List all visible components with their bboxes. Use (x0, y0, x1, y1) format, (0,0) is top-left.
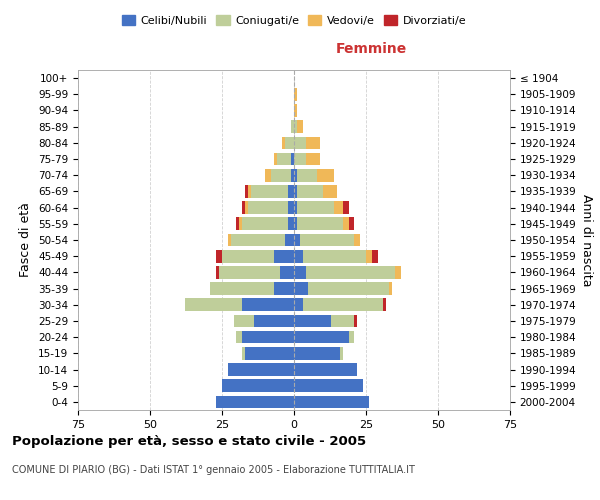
Bar (294, 331, 349, 344)
Bar (383, 298, 386, 311)
Bar (277, 152, 291, 166)
Bar (317, 169, 334, 181)
Bar (331, 314, 355, 328)
Bar (294, 266, 305, 278)
Bar (294, 202, 297, 214)
Text: Popolazione per età, sesso e stato civile - 2005: Popolazione per età, sesso e stato civil… (12, 435, 366, 448)
Bar (294, 169, 297, 181)
Bar (245, 185, 248, 198)
Bar (297, 185, 323, 198)
Bar (274, 250, 294, 262)
Bar (340, 347, 343, 360)
Bar (274, 152, 277, 166)
Bar (294, 234, 300, 246)
Bar (294, 250, 302, 262)
Bar (216, 396, 294, 408)
Bar (291, 120, 294, 133)
Bar (248, 185, 251, 198)
Bar (302, 250, 366, 262)
Bar (291, 152, 294, 166)
Bar (239, 218, 242, 230)
Bar (366, 250, 372, 262)
Bar (305, 136, 320, 149)
Bar (228, 234, 230, 246)
Bar (294, 347, 340, 360)
Bar (355, 234, 360, 246)
Bar (305, 266, 395, 278)
Text: Femmine: Femmine (336, 42, 407, 56)
Bar (389, 282, 392, 295)
Bar (294, 185, 297, 198)
Bar (334, 202, 343, 214)
Legend: Celibi/Nubili, Coniugati/e, Vedovi/e, Divorziati/e: Celibi/Nubili, Coniugati/e, Vedovi/e, Di… (118, 10, 470, 30)
Bar (265, 169, 271, 181)
Bar (302, 298, 383, 311)
Bar (355, 314, 358, 328)
Bar (230, 234, 286, 246)
Bar (248, 202, 288, 214)
Bar (280, 266, 294, 278)
Bar (242, 347, 245, 360)
Bar (216, 250, 222, 262)
Bar (291, 169, 294, 181)
Bar (297, 169, 317, 181)
Bar (236, 331, 242, 344)
Bar (211, 282, 274, 295)
Bar (242, 202, 245, 214)
Bar (286, 136, 294, 149)
Y-axis label: Anni di nascita: Anni di nascita (580, 194, 593, 286)
Bar (242, 331, 294, 344)
Bar (294, 218, 297, 230)
Bar (297, 202, 334, 214)
Bar (294, 363, 358, 376)
Bar (251, 185, 288, 198)
Bar (254, 314, 294, 328)
Bar (185, 298, 242, 311)
Bar (343, 202, 349, 214)
Bar (242, 218, 288, 230)
Bar (343, 218, 349, 230)
Bar (323, 185, 337, 198)
Bar (294, 314, 331, 328)
Bar (288, 202, 294, 214)
Bar (294, 298, 302, 311)
Bar (283, 136, 286, 149)
Bar (294, 136, 305, 149)
Bar (395, 266, 401, 278)
Bar (372, 250, 377, 262)
Bar (286, 234, 294, 246)
Bar (222, 380, 294, 392)
Bar (305, 152, 320, 166)
Bar (228, 363, 294, 376)
Bar (294, 152, 305, 166)
Bar (288, 218, 294, 230)
Bar (294, 104, 297, 117)
Bar (274, 282, 294, 295)
Bar (294, 380, 363, 392)
Bar (216, 266, 219, 278)
Bar (245, 347, 294, 360)
Text: COMUNE DI PIARIO (BG) - Dati ISTAT 1° gennaio 2005 - Elaborazione TUTTITALIA.IT: COMUNE DI PIARIO (BG) - Dati ISTAT 1° ge… (12, 465, 415, 475)
Bar (300, 234, 355, 246)
Bar (294, 282, 308, 295)
Bar (245, 202, 248, 214)
Bar (297, 218, 343, 230)
Bar (233, 314, 254, 328)
Bar (242, 298, 294, 311)
Bar (294, 396, 369, 408)
Bar (236, 218, 239, 230)
Bar (349, 331, 355, 344)
Bar (308, 282, 389, 295)
Bar (219, 266, 280, 278)
Y-axis label: Fasce di età: Fasce di età (19, 202, 32, 278)
Bar (288, 185, 294, 198)
Bar (294, 120, 297, 133)
Bar (349, 218, 355, 230)
Bar (297, 120, 302, 133)
Bar (271, 169, 291, 181)
Bar (222, 250, 274, 262)
Bar (294, 88, 297, 101)
